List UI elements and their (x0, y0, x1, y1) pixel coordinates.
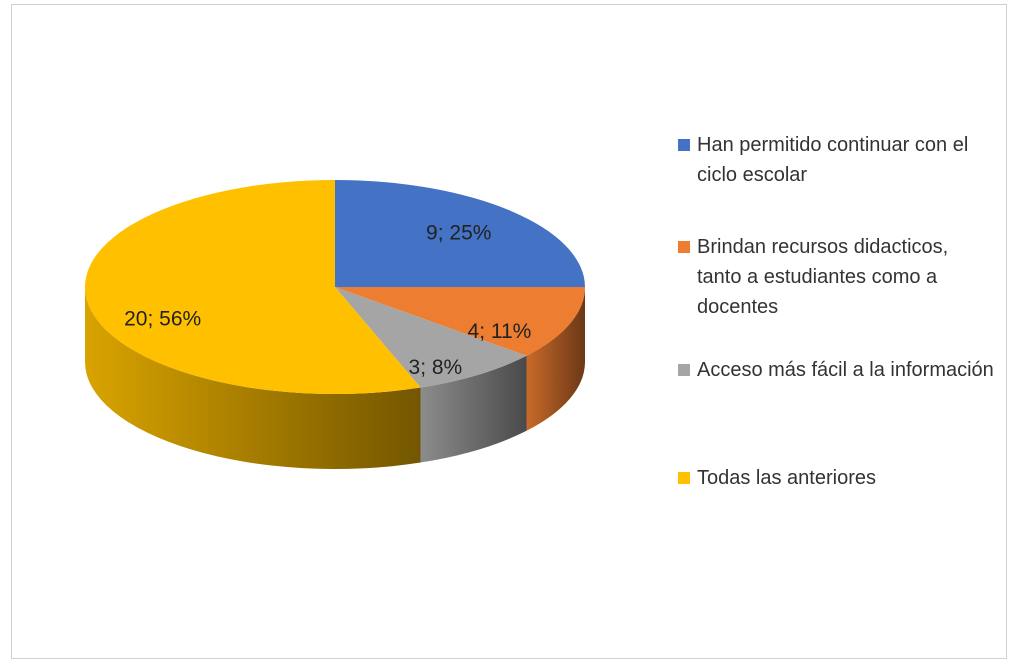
chart-frame (11, 4, 1007, 659)
legend-swatch (678, 139, 690, 151)
legend-label: Todas las anteriores (697, 467, 876, 489)
pie-side (84, 287, 421, 469)
legend-item: Brindan recursos didacticos, tanto a est… (678, 232, 998, 322)
legend-swatch (678, 472, 690, 484)
pie-side (526, 287, 585, 431)
data-label: 3; 8% (409, 356, 463, 379)
pie-slice (84, 180, 421, 394)
pie-slice (335, 287, 527, 388)
legend-item: Han permitido continuar con el ciclo esc… (678, 130, 998, 190)
legend-label: Acceso más fácil a la información (697, 359, 994, 381)
legend-label: Han permitido continuar con el ciclo esc… (697, 134, 969, 186)
pie-side (420, 355, 527, 463)
legend-swatch (678, 241, 690, 253)
pie-slice (335, 180, 585, 287)
data-label: 20; 56% (124, 308, 201, 331)
legend-item: Todas las anteriores (678, 463, 998, 493)
data-label: 4; 11% (468, 320, 532, 343)
data-label: 9; 25% (426, 222, 491, 245)
legend-label: Brindan recursos didacticos, tanto a est… (697, 236, 949, 318)
pie-slice (335, 287, 585, 356)
legend-swatch (678, 364, 690, 376)
legend-item: Acceso más fácil a la información (678, 355, 998, 385)
